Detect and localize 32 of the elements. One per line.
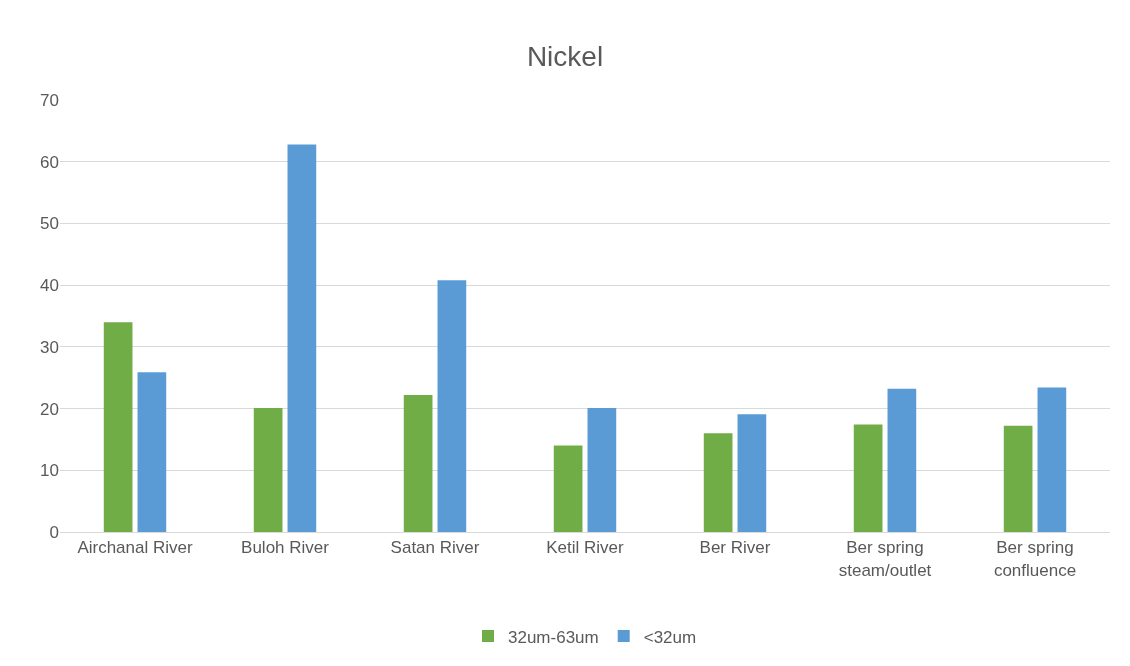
- x-tick-label: Ber River: [699, 538, 771, 558]
- x-tick-label: Ketil River: [546, 538, 625, 558]
- y-tick-label: 20: [40, 399, 59, 419]
- bar: [253, 407, 283, 532]
- y-tick-label: 0: [49, 522, 59, 542]
- bar: [287, 144, 317, 532]
- bar: [737, 414, 767, 532]
- legend-label: 32um-63um: [508, 627, 599, 647]
- x-tick-label: Ber spring confluence: [993, 538, 1077, 580]
- x-tick-label: Satan River: [390, 538, 480, 558]
- bar: [103, 322, 133, 532]
- y-tick-label: 50: [40, 214, 59, 234]
- y-tick-label: 70: [40, 90, 59, 110]
- chart-title: Nickel: [526, 41, 604, 73]
- bar: [703, 433, 733, 532]
- bar: [853, 424, 883, 532]
- bar: [553, 445, 583, 532]
- bar: [403, 394, 433, 532]
- bar: [1003, 425, 1033, 532]
- bar: [1037, 387, 1067, 532]
- x-tick-label: Buloh River: [241, 538, 330, 558]
- y-tick-label: 60: [40, 152, 59, 172]
- y-tick-label: 30: [40, 337, 59, 357]
- bar: [587, 407, 617, 532]
- legend-label: <32um: [643, 627, 697, 647]
- y-tick-label: 40: [40, 276, 59, 296]
- bar: [137, 372, 167, 532]
- y-tick-label: 10: [40, 461, 59, 481]
- bar: [887, 388, 917, 532]
- bar: [437, 280, 467, 532]
- x-tick-label: Ber spring steam/outlet: [838, 538, 932, 580]
- x-tick-label: Airchanal River: [77, 538, 193, 558]
